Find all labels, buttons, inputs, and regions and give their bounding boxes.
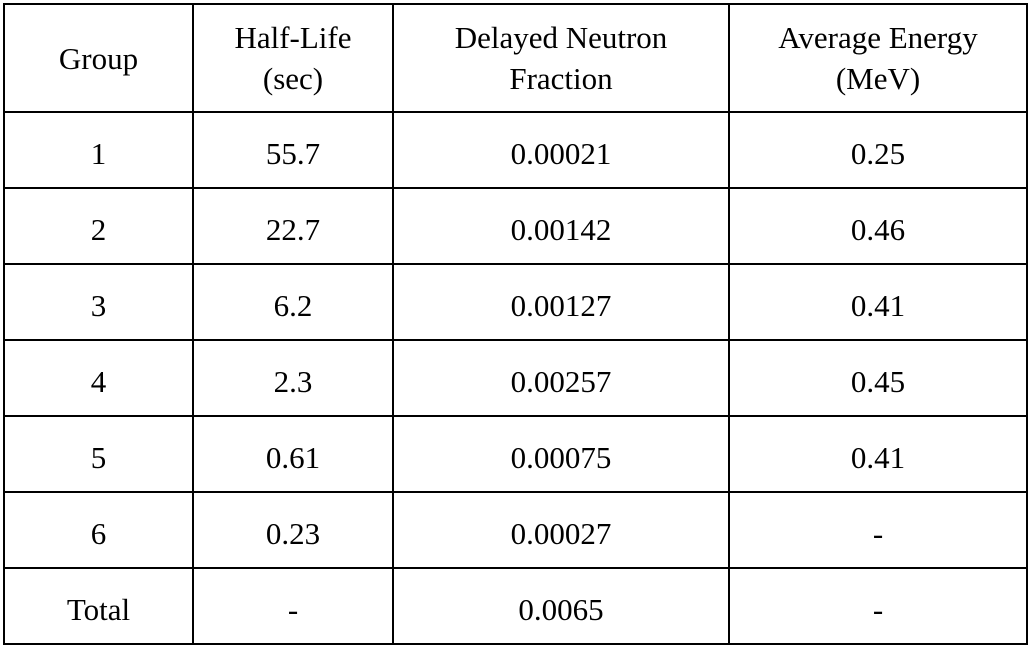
cell-energy: 0.25 [728, 111, 1028, 189]
cell-half-life: 0.61 [192, 415, 394, 493]
cell-group: 4 [3, 339, 194, 417]
delayed-neutron-table: Group Half-Life (sec) Delayed Neutron Fr… [3, 3, 1028, 645]
table-row: 3 6.2 0.00127 0.41 [3, 263, 1028, 341]
header-fraction-label: Delayed Neutron Fraction [455, 17, 668, 99]
cell-energy: - [728, 567, 1028, 645]
table-row: 6 0.23 0.00027 - [3, 491, 1028, 569]
table-row: 2 22.7 0.00142 0.46 [3, 187, 1028, 265]
cell-half-life: 6.2 [192, 263, 394, 341]
cell-group: Total [3, 567, 194, 645]
cell-energy: 0.45 [728, 339, 1028, 417]
cell-group: 6 [3, 491, 194, 569]
header-group-label: Group [58, 40, 139, 76]
cell-fraction: 0.00075 [392, 415, 730, 493]
header-energy-label: Average Energy (MeV) [778, 17, 977, 99]
cell-half-life: 2.3 [192, 339, 394, 417]
header-group: Group [3, 3, 194, 113]
cell-energy: 0.46 [728, 187, 1028, 265]
table-row: 5 0.61 0.00075 0.41 [3, 415, 1028, 493]
cell-energy: - [728, 491, 1028, 569]
table-row: 4 2.3 0.00257 0.45 [3, 339, 1028, 417]
header-energy-line1: Average Energy [778, 20, 978, 55]
cell-fraction: 0.00142 [392, 187, 730, 265]
cell-fraction: 0.0065 [392, 567, 730, 645]
cell-half-life: - [192, 567, 394, 645]
cell-group: 3 [3, 263, 194, 341]
cell-group: 5 [3, 415, 194, 493]
table-body: 1 55.7 0.00021 0.25 2 22.7 0.00142 0.46 … [3, 111, 1028, 645]
header-energy-line2: (MeV) [835, 61, 921, 96]
header-energy: Average Energy (MeV) [728, 3, 1028, 113]
header-half-life-label: Half-Life (sec) [234, 17, 351, 99]
header-fraction-line2: Fraction [509, 61, 613, 96]
header-half-life-line1: Half-Life [234, 20, 352, 55]
cell-energy: 0.41 [728, 415, 1028, 493]
cell-energy: 0.41 [728, 263, 1028, 341]
cell-fraction: 0.00027 [392, 491, 730, 569]
cell-half-life: 22.7 [192, 187, 394, 265]
cell-fraction: 0.00021 [392, 111, 730, 189]
table-row-total: Total - 0.0065 - [3, 567, 1028, 645]
header-half-life: Half-Life (sec) [192, 3, 394, 113]
cell-half-life: 0.23 [192, 491, 394, 569]
cell-group: 2 [3, 187, 194, 265]
table-row: 1 55.7 0.00021 0.25 [3, 111, 1028, 189]
header-row: Group Half-Life (sec) Delayed Neutron Fr… [3, 3, 1028, 113]
cell-half-life: 55.7 [192, 111, 394, 189]
cell-fraction: 0.00257 [392, 339, 730, 417]
header-fraction-line1: Delayed Neutron [454, 20, 668, 55]
cell-fraction: 0.00127 [392, 263, 730, 341]
header-fraction: Delayed Neutron Fraction [392, 3, 730, 113]
table-header: Group Half-Life (sec) Delayed Neutron Fr… [3, 3, 1028, 113]
cell-group: 1 [3, 111, 194, 189]
header-half-life-line2: (sec) [262, 61, 324, 96]
